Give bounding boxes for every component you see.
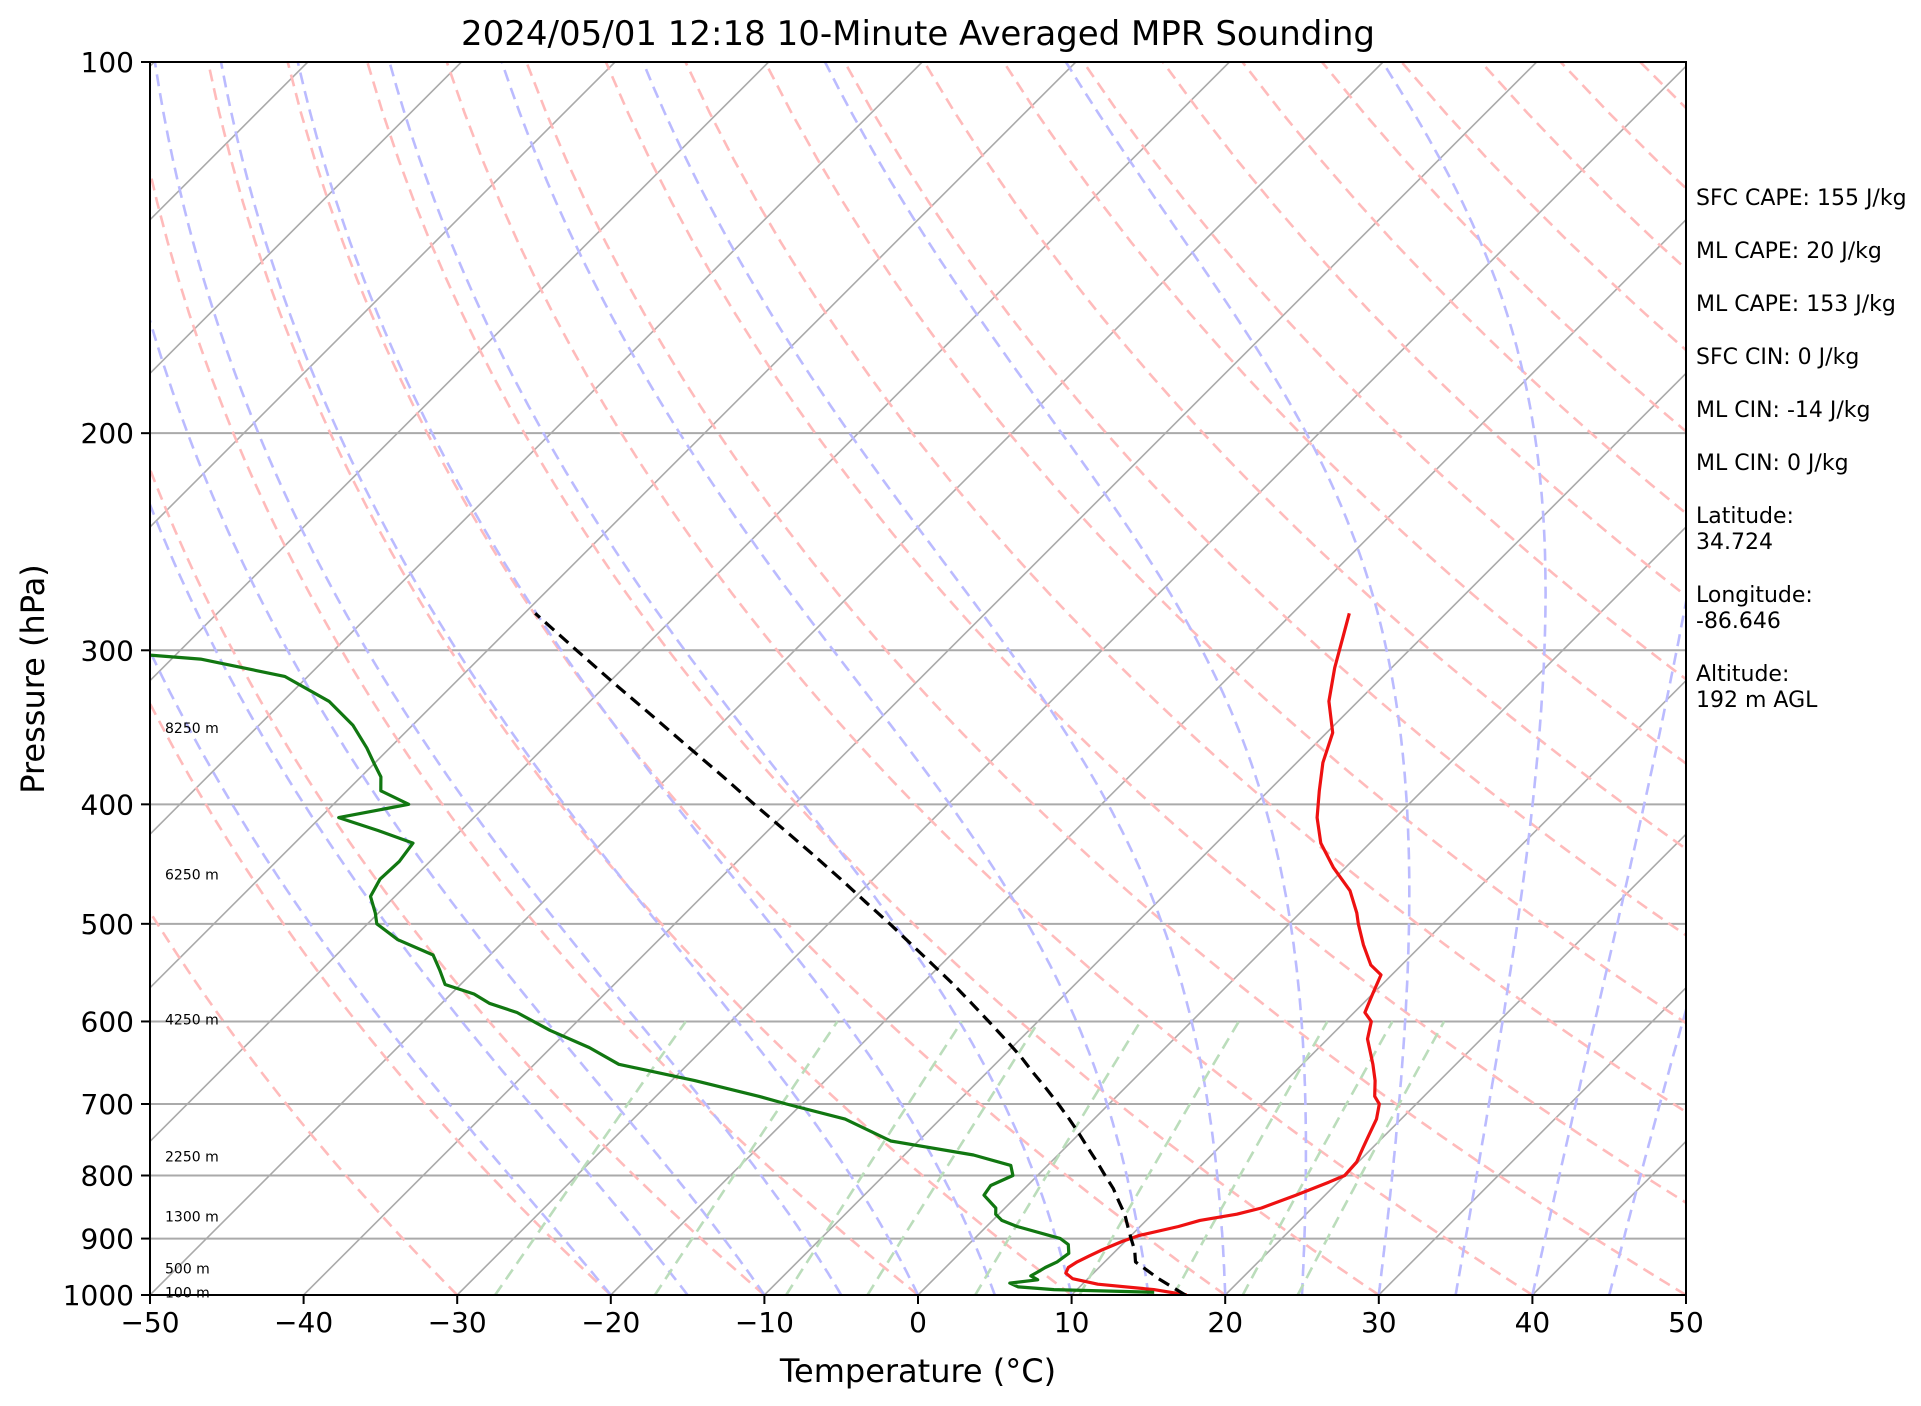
- isotherm-line: [150, 62, 1384, 1295]
- mixing-ratio-line: [1172, 1020, 1329, 1295]
- dry-adiabat-line: [206, 62, 1073, 1295]
- x-tick-label: 0: [909, 1306, 927, 1339]
- info-row: Longitude: -86.646: [1696, 583, 1813, 634]
- info-row: ML CAPE: 20 J/kg: [1696, 239, 1882, 264]
- y-tick-label: 700: [81, 1088, 134, 1121]
- moist-adiabat-line: [150, 501, 689, 1295]
- dry-adiabat-line: [923, 62, 1686, 851]
- plot-frame: [149, 61, 1687, 1296]
- isotherm-line: [150, 62, 462, 375]
- y-tick-label: 400: [81, 788, 134, 821]
- dry-adiabat-line: [150, 909, 459, 1295]
- info-row: ML CIN: 0 J/kg: [1696, 451, 1849, 476]
- dry-adiabat-line: [150, 166, 919, 1295]
- y-tick-label: 500: [81, 908, 134, 941]
- moist-adiabat-line: [153, 62, 843, 1295]
- x-tick-label: 40: [1515, 1306, 1551, 1339]
- mixing-ratio-line: [494, 1020, 687, 1295]
- isotherm-line: [0, 62, 1, 1295]
- isotherm-line: [150, 62, 923, 836]
- dry-adiabat-line: [366, 62, 1380, 1295]
- y-tick-label: 300: [81, 634, 134, 667]
- y-tick-label: 100: [81, 46, 134, 79]
- moist-adiabat-line: [823, 62, 1308, 1295]
- isotherm-line: [303, 62, 1538, 1295]
- info-row: Altitude: 192 m AGL: [1696, 662, 1818, 713]
- isotherm-line: [456, 65, 1686, 1295]
- mixing-ratio-line: [1241, 1020, 1394, 1295]
- altitude-label: 2250 m: [165, 1149, 219, 1165]
- isotherm-line: [1071, 679, 1686, 1295]
- altitude-label: 1300 m: [165, 1210, 219, 1226]
- dry-adiabat-line: [525, 62, 1686, 1295]
- info-row: SFC CIN: 0 J/kg: [1696, 345, 1860, 370]
- mixing-ratio-line: [1078, 1020, 1240, 1295]
- mixing-ratio-line: [974, 1020, 1142, 1295]
- altitude-label: 500 m: [165, 1262, 210, 1278]
- isotherm-line: [763, 372, 1686, 1295]
- info-row: ML CIN: -14 J/kg: [1696, 398, 1871, 423]
- isotherm-line: [150, 62, 616, 529]
- y-axis-label: Pressure (hPa): [14, 564, 52, 794]
- x-tick-label: −50: [120, 1306, 179, 1339]
- x-tick-label: 30: [1361, 1306, 1397, 1339]
- altitude-label: 6250 m: [165, 868, 219, 884]
- info-row: ML CAPE: 153 J/kg: [1696, 292, 1896, 317]
- dry-adiabat-line: [763, 62, 1686, 1025]
- dewpoint-profile-line: [150, 653, 1155, 1294]
- x-tick-label: 10: [1054, 1306, 1090, 1339]
- isotherm-line: [150, 62, 770, 682]
- parcel-profile-line: [534, 612, 1187, 1295]
- moist-adiabat-line: [219, 62, 920, 1295]
- y-tick-label: 1000: [63, 1279, 134, 1312]
- x-tick-label: −30: [428, 1306, 487, 1339]
- isotherm-line: [610, 218, 1686, 1295]
- y-tick-label: 800: [81, 1160, 134, 1193]
- temperature-profile-line: [1064, 612, 1383, 1295]
- altitude-label: 4250 m: [165, 1013, 219, 1029]
- y-tick-label: 900: [81, 1223, 134, 1256]
- x-tick-label: 20: [1207, 1306, 1243, 1339]
- isotherm-line: [150, 62, 1230, 1143]
- x-tick-label: −10: [735, 1306, 794, 1339]
- moist-adiabat-line: [641, 62, 1227, 1295]
- x-axis-label: Temperature (°C): [779, 1352, 1056, 1390]
- moist-adiabat-line: [296, 62, 997, 1295]
- mixing-ratio-line: [785, 1020, 963, 1295]
- moist-adiabat-line: [150, 316, 766, 1295]
- dry-adiabat-line: [150, 465, 766, 1295]
- info-row: SFC CAPE: 155 J/kg: [1696, 186, 1907, 211]
- y-tick-label: 200: [81, 417, 134, 450]
- altitude-label: 100 m: [165, 1285, 210, 1301]
- x-tick-label: −40: [274, 1306, 333, 1339]
- info-panel: SFC CAPE: 155 J/kg ML CAPE: 20 J/kg ML CAP…: [1696, 186, 1916, 741]
- mixing-ratio-line: [1296, 1020, 1446, 1295]
- chart-title: 2024/05/01 12:18 10-Minute Averaged MPR …: [461, 14, 1375, 54]
- info-row: Latitude: 34.724: [1696, 504, 1794, 555]
- x-tick-label: −20: [581, 1306, 640, 1339]
- dry-adiabat-line: [445, 62, 1534, 1295]
- dry-adiabat-line: [150, 700, 612, 1295]
- moist-adiabat-line: [1531, 594, 1686, 1295]
- altitude-label: 8250 m: [165, 721, 219, 737]
- moist-adiabat-line: [500, 62, 1150, 1295]
- dry-adiabat-line: [286, 62, 1226, 1295]
- isotherm-line: [917, 525, 1686, 1295]
- isotherm-line: [150, 62, 1077, 989]
- moist-adiabat-line: [388, 62, 1073, 1295]
- mixing-ratio-line: [866, 1020, 1040, 1295]
- dry-adiabat-line: [604, 62, 1686, 1205]
- x-tick-label: 50: [1668, 1306, 1704, 1339]
- isotherm-line: [1378, 986, 1686, 1295]
- dry-adiabat-line: [684, 62, 1686, 1114]
- moist-adiabat-line: [1381, 62, 1547, 1295]
- y-tick-label: 600: [81, 1005, 134, 1038]
- isotherm-line: [1224, 833, 1686, 1295]
- moist-adiabat-line: [1064, 62, 1411, 1295]
- mixing-ratio-line: [653, 1020, 839, 1295]
- dry-adiabat-line: [1161, 62, 1686, 598]
- dry-adiabat-line: [843, 62, 1686, 937]
